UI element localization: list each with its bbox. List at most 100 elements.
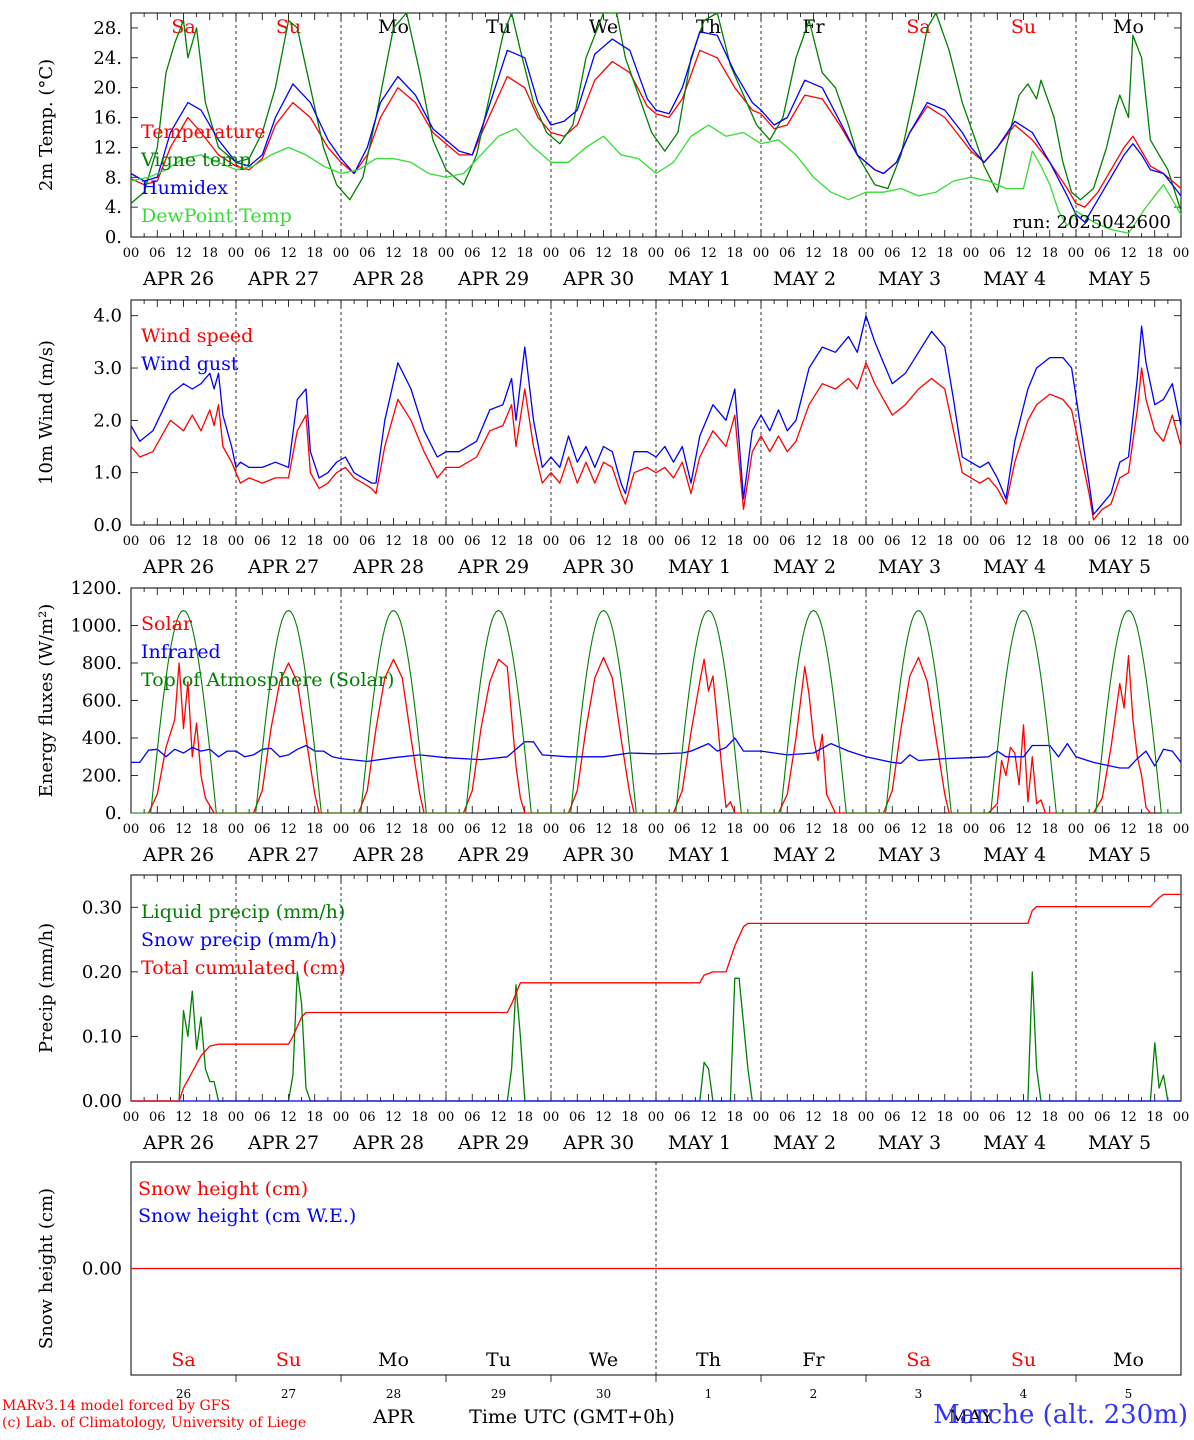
hour-tick-label: 12 bbox=[595, 1110, 612, 1125]
y-tick-label: 0.0 bbox=[93, 515, 122, 536]
date-label: MAY 1 bbox=[668, 844, 731, 866]
hour-tick-label: 06 bbox=[464, 1110, 481, 1125]
hour-tick-label: 12 bbox=[805, 246, 822, 261]
legend-entry: Wind speed bbox=[141, 325, 253, 347]
panel-frame bbox=[130, 12, 1182, 238]
y-tick-label: 0. bbox=[105, 803, 122, 824]
hour-tick-label: 06 bbox=[149, 822, 166, 837]
date-label: APR 30 bbox=[562, 1132, 634, 1154]
date-label: APR 27 bbox=[247, 1132, 319, 1154]
day-of-week-label: Tu bbox=[486, 1349, 511, 1371]
hour-tick-label: 12 bbox=[1120, 1110, 1137, 1125]
y-tick-label: 4. bbox=[105, 197, 122, 218]
series-line-toa-solar bbox=[131, 609, 1181, 814]
hour-tick-label: 18 bbox=[201, 534, 218, 549]
hour-tick-label: 18 bbox=[726, 534, 743, 549]
hour-tick-label: 00 bbox=[543, 1110, 560, 1125]
hour-tick-label: 06 bbox=[989, 1110, 1006, 1125]
legend-entry: Humidex bbox=[141, 177, 228, 199]
hour-tick-label: 06 bbox=[779, 534, 796, 549]
date-label: MAY 3 bbox=[878, 556, 941, 578]
day-of-week-label: We bbox=[589, 1349, 618, 1371]
hour-tick-label: 06 bbox=[989, 534, 1006, 549]
y-tick-label: 1200. bbox=[70, 578, 122, 599]
date-label: APR 28 bbox=[352, 1132, 424, 1154]
y-tick-label: 28. bbox=[93, 18, 122, 39]
hour-tick-label: 06 bbox=[569, 822, 586, 837]
y-tick-label: 24. bbox=[93, 48, 122, 69]
date-label: MAY 4 bbox=[983, 556, 1046, 578]
y-tick-label: 800. bbox=[82, 653, 122, 674]
month-label: APR bbox=[372, 1406, 415, 1428]
hour-tick-label: 18 bbox=[306, 534, 323, 549]
hour-tick-label: 06 bbox=[884, 246, 901, 261]
day-of-week-label: Fr bbox=[802, 16, 825, 38]
legend-entry: Top of Atmosphere (Solar) bbox=[141, 669, 394, 691]
hour-tick-label: 00 bbox=[963, 1110, 980, 1125]
hour-tick-label: 00 bbox=[1173, 246, 1190, 261]
hour-tick-label: 00 bbox=[1068, 534, 1085, 549]
panel-snow: 0.00 Snow height (cm) Snow height (cm) Snow… bbox=[36, 1161, 1182, 1428]
hour-tick-label: 06 bbox=[359, 246, 376, 261]
hour-tick-label: 06 bbox=[464, 534, 481, 549]
hour-tick-label: 12 bbox=[1120, 534, 1137, 549]
hour-tick-label: 00 bbox=[963, 534, 980, 549]
y-tick-label: 3.0 bbox=[93, 358, 122, 379]
y-axis-label: Snow height (cm) bbox=[36, 1188, 57, 1349]
hour-tick-label: 12 bbox=[280, 1110, 297, 1125]
series-line-wind-gust bbox=[130, 315, 1182, 516]
hour-tick-label: 12 bbox=[490, 1110, 507, 1125]
hour-tick-label: 18 bbox=[201, 246, 218, 261]
hour-tick-label: 12 bbox=[175, 822, 192, 837]
hour-tick-label: 00 bbox=[333, 1110, 350, 1125]
day-of-week-label: Su bbox=[276, 1349, 301, 1371]
panel-energy: 00 06 12 18 00 06 12 18 00 06 12 18 00 06 12 18 00 06 12 18… bbox=[36, 578, 1189, 866]
hour-tick-label: 00 bbox=[1068, 822, 1085, 837]
hour-tick-label: 06 bbox=[779, 246, 796, 261]
legend-entry: Snow height (cm) bbox=[138, 1178, 308, 1200]
hour-tick-label: 12 bbox=[910, 534, 927, 549]
hour-tick-label: 06 bbox=[989, 246, 1006, 261]
y-tick-label: 0.20 bbox=[82, 962, 122, 983]
y-tick-label: 4.0 bbox=[93, 306, 122, 327]
hour-tick-label: 12 bbox=[385, 534, 402, 549]
day-of-week-label: Sa bbox=[171, 16, 195, 38]
date-label: MAY 3 bbox=[878, 268, 941, 290]
legend-entry: Solar bbox=[141, 613, 193, 635]
credits: MARv3.14 model forced by GFS (c) Lab. of… bbox=[2, 1398, 306, 1432]
hour-tick-label: 12 bbox=[1015, 1110, 1032, 1125]
credit-line-2: (c) Lab. of Climatology, University of L… bbox=[2, 1415, 307, 1431]
hour-tick-label: 12 bbox=[280, 534, 297, 549]
hour-tick-label: 18 bbox=[411, 822, 428, 837]
hour-tick-label: 00 bbox=[858, 822, 875, 837]
hour-tick-label: 00 bbox=[753, 1110, 770, 1125]
y-axis-label: 2m Temp. (°C) bbox=[36, 59, 57, 191]
hour-tick-label: 06 bbox=[884, 534, 901, 549]
hour-tick-label: 12 bbox=[805, 534, 822, 549]
hour-tick-label: 18 bbox=[516, 246, 533, 261]
legend-entry: Snow precip (mm/h) bbox=[141, 929, 337, 951]
date-label: APR 26 bbox=[142, 844, 214, 866]
y-tick-label: 20. bbox=[93, 78, 122, 99]
hour-tick-label: 00 bbox=[1173, 1110, 1190, 1125]
y-axis-label: 10m Wind (m/s) bbox=[36, 340, 57, 485]
hour-tick-label: 00 bbox=[543, 246, 560, 261]
hour-tick-label: 18 bbox=[726, 1110, 743, 1125]
series-group bbox=[130, 315, 1182, 521]
date-label: APR 28 bbox=[352, 844, 424, 866]
hour-tick-label: 00 bbox=[963, 246, 980, 261]
date-label: MAY 5 bbox=[1088, 556, 1151, 578]
y-tick-label: 200. bbox=[82, 766, 122, 787]
hour-tick-label: 00 bbox=[438, 822, 455, 837]
hour-tick-label: 18 bbox=[1041, 534, 1058, 549]
hour-tick-label: 06 bbox=[254, 534, 271, 549]
date-label: MAY 2 bbox=[773, 1132, 836, 1154]
hour-tick-label: 18 bbox=[1146, 1110, 1163, 1125]
hour-tick-label: 00 bbox=[963, 822, 980, 837]
hour-tick-label: 06 bbox=[779, 1110, 796, 1125]
hour-tick-label: 06 bbox=[254, 822, 271, 837]
hour-tick-label: 18 bbox=[201, 1110, 218, 1125]
series-line-vigne-temp bbox=[130, 12, 1182, 212]
day-of-week-label: Sa bbox=[171, 1349, 195, 1371]
hour-tick-label: 18 bbox=[726, 822, 743, 837]
